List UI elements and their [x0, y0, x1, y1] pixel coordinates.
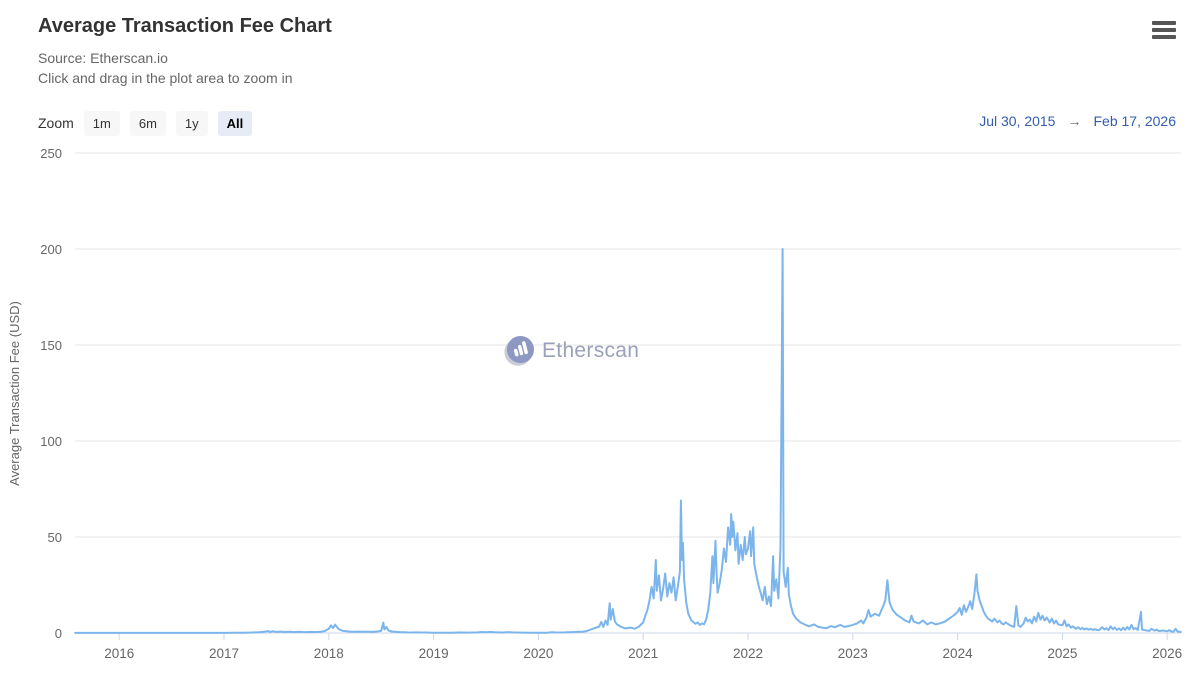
fee-series-line: [74, 248, 1182, 634]
zoom-hint-line: Click and drag in the plot area to zoom …: [38, 70, 293, 86]
x-tick-label: 2026: [1152, 646, 1182, 661]
hamburger-bar: [1152, 21, 1176, 25]
zoom-label: Zoom: [38, 115, 74, 131]
range-selector: Zoom 1m 6m 1y All: [38, 109, 262, 137]
y-tick-label: 200: [40, 242, 62, 257]
source-line: Source: Etherscan.io: [38, 50, 168, 66]
x-tick-label: 2024: [943, 646, 974, 661]
x-tick-label: 2020: [523, 646, 553, 661]
x-tick-label: 2021: [628, 646, 658, 661]
chart-subtitle: Source: Etherscan.io Click and drag in t…: [38, 48, 292, 88]
date-to-input[interactable]: Feb 17, 2026: [1093, 113, 1176, 129]
x-tick-label: 2019: [419, 646, 449, 661]
x-tick-label: 2022: [733, 646, 763, 661]
x-tick-label: 2025: [1047, 646, 1077, 661]
hamburger-menu-icon[interactable]: [1152, 21, 1176, 39]
y-tick-label: 100: [40, 434, 62, 449]
x-tick-label: 2018: [314, 646, 344, 661]
y-tick-label: 150: [40, 338, 62, 353]
zoom-button-6m[interactable]: 6m: [129, 110, 166, 136]
arrow-right-icon: →: [1067, 113, 1082, 129]
page-title: Average Transaction Fee Chart: [38, 15, 332, 37]
zoom-button-1y[interactable]: 1y: [175, 110, 208, 136]
date-range: Jul 30, 2015 → Feb 17, 2026: [979, 113, 1176, 129]
date-from-input[interactable]: Jul 30, 2015: [979, 113, 1056, 129]
x-tick-label: 2017: [209, 646, 239, 661]
zoom-button-all[interactable]: All: [217, 110, 253, 136]
y-tick-label: 0: [55, 626, 62, 641]
y-tick-label: 50: [48, 530, 62, 545]
hamburger-bar: [1152, 28, 1176, 32]
zoom-button-1m[interactable]: 1m: [83, 110, 120, 136]
x-tick-label: 2016: [104, 646, 134, 661]
hamburger-bar: [1152, 35, 1176, 39]
etherscan-logo-icon: [504, 335, 535, 366]
watermark-text: Etherscan: [542, 338, 640, 362]
etherscan-watermark: Etherscan: [504, 335, 639, 366]
x-tick-label: 2023: [838, 646, 868, 661]
y-tick-label: 250: [40, 146, 62, 161]
